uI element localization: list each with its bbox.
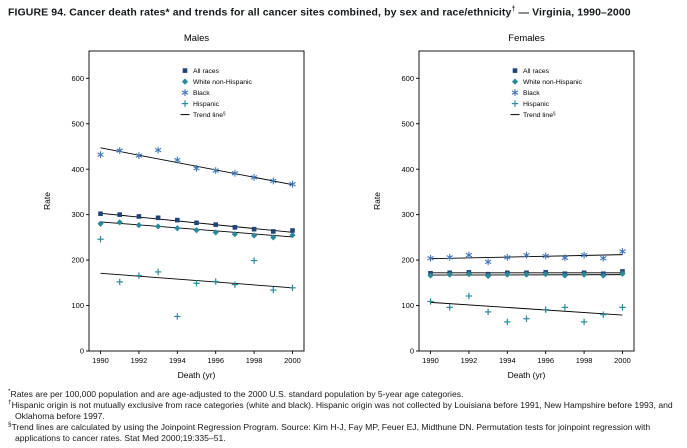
y-tick-label: 600 xyxy=(71,73,84,82)
x-tick-label: 2000 xyxy=(614,356,631,365)
footnote-trend-lines-marker: § xyxy=(8,421,12,429)
svg-text:White non-Hispanic: White non-Hispanic xyxy=(193,79,253,86)
svg-text:Black: Black xyxy=(193,90,210,97)
legend: All races White non-Hispanic Black Hispanic… xyxy=(180,68,252,119)
footnote-hispanic-origin-text: Hispanic origin is not mutually exclusiv… xyxy=(11,399,673,421)
y-tick-label: 300 xyxy=(71,210,84,219)
svg-text:Black: Black xyxy=(523,90,540,97)
footnote-rates-text: Rates are per 100,000 population and are… xyxy=(10,388,464,399)
svg-text:Hispanic: Hispanic xyxy=(193,101,220,108)
figure-title-text: FIGURE 94. Cancer death rates* and trend… xyxy=(8,6,512,19)
y-tick-label: 200 xyxy=(401,255,414,264)
footnote-trend-lines: §Trend lines are calculated by using the… xyxy=(8,421,679,443)
footnote-hispanic-origin: †Hispanic origin is not mutually exclusi… xyxy=(8,399,679,421)
x-tick-label: 1990 xyxy=(422,356,439,365)
x-tick-label: 1994 xyxy=(168,356,185,365)
y-tick-label: 0 xyxy=(79,346,83,355)
figure-title-rest: — Virginia, 1990–2000 xyxy=(515,6,631,19)
x-axis-label: Death (yr) xyxy=(507,370,545,380)
x-tick-label: 1994 xyxy=(498,356,515,365)
x-tick-label: 2000 xyxy=(284,356,301,365)
x-tick-label: 1992 xyxy=(460,356,477,365)
y-tick-label: 200 xyxy=(71,255,84,264)
y-tick-label: 400 xyxy=(71,164,84,173)
panel-title: Males xyxy=(183,33,209,44)
svg-text:All races: All races xyxy=(193,68,220,75)
figure-title: FIGURE 94. Cancer death rates* and trend… xyxy=(8,6,679,19)
x-tick-label: 1998 xyxy=(575,356,592,365)
footnote-hispanic-origin-marker: † xyxy=(8,399,12,407)
plot-box xyxy=(418,50,634,351)
series-hispanic xyxy=(96,235,296,320)
series-black xyxy=(426,247,626,265)
y-tick-label: 100 xyxy=(401,301,414,310)
series-all-races xyxy=(97,210,295,234)
y-tick-label: 300 xyxy=(401,210,414,219)
x-tick-label: 1992 xyxy=(130,356,147,365)
females-chart: Females 0 100 200 300 400 500 600 1990 1992 1994 19… xyxy=(372,33,634,380)
charts-row: Males 0 100 200 300 400 500 600 1990 1992 1994 1996… xyxy=(8,31,679,383)
footnote-rates-marker: * xyxy=(8,387,11,395)
x-tick-label: 1998 xyxy=(245,356,262,365)
y-tick-label: 0 xyxy=(409,346,413,355)
footnote-rates: *Rates are per 100,000 population and ar… xyxy=(8,388,679,400)
panel-title: Females xyxy=(508,33,545,44)
y-tick-label: 100 xyxy=(71,301,84,310)
footnotes: *Rates are per 100,000 population and ar… xyxy=(8,388,679,444)
x-tick-label: 1996 xyxy=(537,356,554,365)
trend-line-hispanic xyxy=(429,301,623,316)
svg-text:All races: All races xyxy=(523,68,550,75)
series-black xyxy=(96,146,296,188)
footnote-trend-lines-text: Trend lines are calculated by using the … xyxy=(11,422,651,443)
y-tick-label: 500 xyxy=(401,119,414,128)
x-tick-label: 1990 xyxy=(92,356,109,365)
legend: All races White non-Hispanic Black Hispanic… xyxy=(510,68,582,119)
y-tick-label: 400 xyxy=(401,164,414,173)
series-hispanic xyxy=(426,292,626,325)
males-chart: Males 0 100 200 300 400 500 600 1990 1992 1994 1996… xyxy=(42,33,304,380)
y-axis-label: Rate xyxy=(42,191,52,209)
y-axis-label: Rate xyxy=(372,191,382,209)
plot-box xyxy=(88,50,304,351)
x-axis-label: Death (yr) xyxy=(177,370,215,380)
y-tick-label: 600 xyxy=(401,73,414,82)
y-tick-label: 500 xyxy=(71,119,84,128)
svg-text:White non-Hispanic: White non-Hispanic xyxy=(523,79,583,86)
figure-title-dagger: † xyxy=(511,6,516,13)
x-tick-label: 1996 xyxy=(207,356,224,365)
svg-text:Trend line§: Trend line§ xyxy=(523,111,556,119)
svg-text:Trend line§: Trend line§ xyxy=(193,111,226,119)
svg-text:Hispanic: Hispanic xyxy=(523,101,550,108)
